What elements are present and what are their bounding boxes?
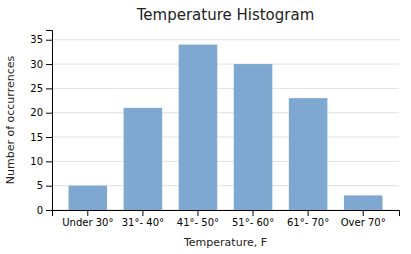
y-tick-mark	[46, 88, 52, 89]
title: Temperature Histogram	[136, 6, 315, 24]
bar	[289, 98, 328, 210]
x-tick-label: Over 70°	[341, 217, 386, 228]
grid-line	[52, 64, 399, 65]
y-tick-label: 0	[37, 205, 43, 216]
x-tick-label: 41°- 50°	[177, 217, 219, 228]
x-tick-label: 31°- 40°	[122, 217, 164, 228]
x-tick: Under 30°	[62, 210, 113, 228]
x-tick: 31°- 40°	[122, 210, 164, 228]
y-tick: 5	[37, 180, 52, 191]
y-tick-mark	[46, 40, 52, 41]
x-tick-mark	[142, 210, 143, 216]
x-tick-mark	[197, 210, 198, 216]
x-tick-mark	[363, 210, 364, 216]
bar	[124, 108, 163, 210]
grid-line	[52, 88, 399, 89]
plot-area: Under 30° 31°- 40° 41°- 50° 51°- 60° 61°- 70…	[30, 31, 399, 229]
y-axis: 0 5 10 15 20 25 30 35	[30, 31, 52, 216]
y-tick: 35	[30, 34, 52, 45]
y-tick-mark	[46, 137, 52, 138]
y-axis-title: Number of occurrences	[4, 55, 17, 184]
grid-line	[52, 137, 399, 138]
x-axis-line	[53, 211, 400, 217]
y-tick-label: 5	[37, 180, 43, 191]
x-tick: 61°- 70°	[287, 210, 329, 228]
y-tick: 15	[30, 132, 52, 143]
bar	[69, 186, 108, 210]
y-tick-mark	[46, 113, 52, 114]
x-tick-label: 51°- 60°	[232, 217, 274, 228]
x-tick-mark	[87, 210, 88, 216]
x-axis: Under 30° 31°- 40° 41°- 50° 51°- 60° 61°- 70…	[53, 210, 400, 228]
y-axis-line	[46, 31, 53, 211]
x-tick-mark	[253, 210, 254, 216]
y-tick-mark	[46, 186, 52, 187]
y-tick-label: 30	[30, 59, 43, 70]
y-tick-label: 15	[30, 132, 43, 143]
bar	[344, 195, 383, 210]
y-tick-mark	[46, 161, 52, 162]
y-tick-label: 10	[30, 156, 43, 167]
x-tick-label: 61°- 70°	[287, 217, 329, 228]
x-tick-label: Under 30°	[62, 217, 113, 228]
y-tick-mark	[46, 64, 52, 65]
y-tick-mark	[46, 210, 52, 211]
x-tick: 51°- 60°	[232, 210, 274, 228]
chart-container: Under 30° 31°- 40° 41°- 50° 51°- 60° 61°- 70…	[0, 0, 411, 254]
bar	[234, 64, 273, 210]
grid-line	[52, 161, 399, 162]
x-axis-title: Temperature, F	[183, 236, 267, 249]
y-tick-label: 25	[30, 83, 43, 94]
y-tick: 25	[30, 83, 52, 94]
y-tick-label: 20	[30, 107, 43, 118]
x-tick: Over 70°	[341, 210, 386, 228]
y-tick: 20	[30, 107, 52, 118]
y-tick: 30	[30, 59, 52, 70]
grid-line	[52, 112, 399, 113]
x-tick-mark	[308, 210, 309, 216]
y-tick: 10	[30, 156, 52, 167]
x-tick: 41°- 50°	[177, 210, 219, 228]
grid	[52, 40, 399, 210]
bar	[179, 45, 218, 210]
y-tick: 0	[37, 205, 52, 216]
bars	[69, 45, 383, 210]
grid-line	[52, 39, 399, 40]
chart-svg: Under 30° 31°- 40° 41°- 50° 51°- 60° 61°- 70…	[0, 0, 411, 254]
y-tick-label: 35	[30, 34, 43, 45]
